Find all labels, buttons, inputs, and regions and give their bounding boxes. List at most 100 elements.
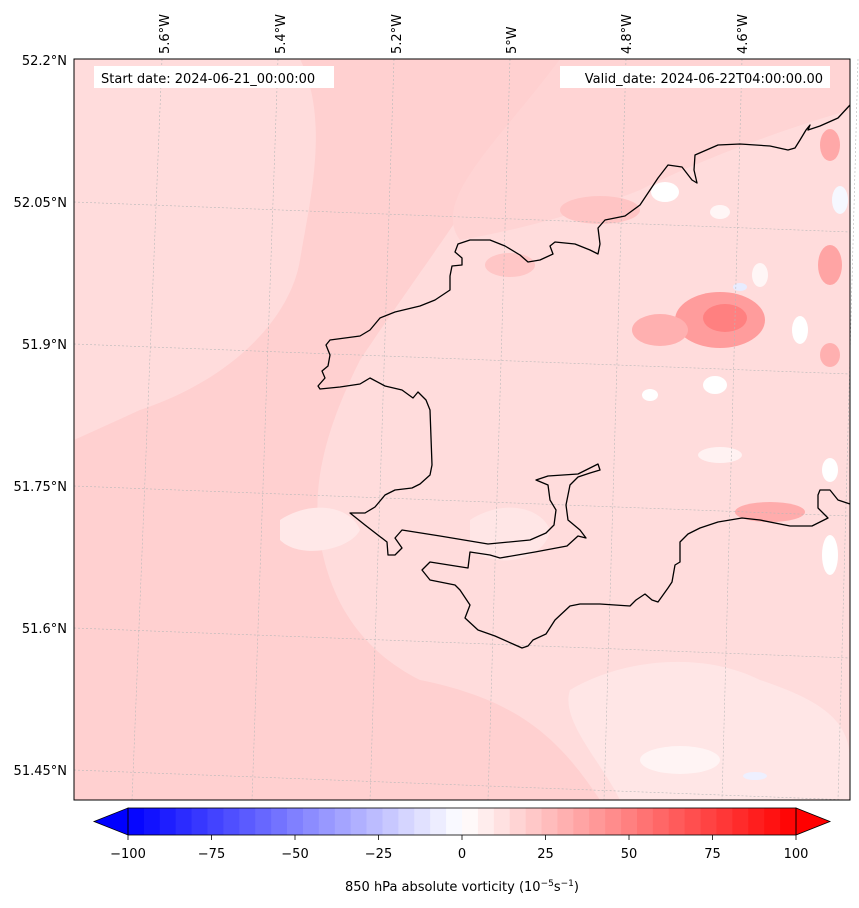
meridian-5-2w <box>369 58 395 801</box>
field-max-b <box>632 314 688 346</box>
valid-date-box <box>560 66 830 88</box>
meridian-4-4w <box>837 58 859 801</box>
meridian-4-8w <box>603 58 627 801</box>
longitude-labels: 5.6°W 5.4°W 5.2°W 5°W 4.8°W 4.6°W <box>158 14 751 54</box>
colorbar-cells <box>128 808 797 835</box>
colorbar-tick-label: −75 <box>198 847 225 862</box>
colorbar-tick-50: 50 <box>621 835 637 862</box>
colorbar-cell <box>191 808 208 835</box>
colorbar-cell <box>239 808 256 835</box>
field-zero-k <box>733 283 747 291</box>
field-zero-l <box>743 772 767 780</box>
field-max-g <box>560 196 640 224</box>
colorbar-cell <box>414 808 431 835</box>
lat-label-52-2n: 52.2°N <box>22 54 67 69</box>
colorbar-cell <box>350 808 367 835</box>
lon-label-4-8w: 4.8°W <box>620 14 635 54</box>
colorbar-tick-m25: −25 <box>365 835 392 862</box>
colorbar-cell <box>493 808 511 835</box>
colorbar-cell <box>748 808 765 835</box>
colorbar-tick-label: 25 <box>537 847 554 862</box>
coastlines <box>317 104 851 649</box>
colorbar-cell <box>700 808 717 835</box>
colorbar-cell <box>255 808 272 835</box>
colorbar-cell <box>318 808 336 835</box>
parallel-51-45n <box>73 769 851 801</box>
field-max-e <box>735 502 805 522</box>
lon-label-4-6w: 4.6°W <box>736 14 751 54</box>
colorbar-cell <box>382 808 399 835</box>
colorbar-cell <box>128 808 145 835</box>
field-max-c <box>818 245 842 285</box>
colorbar-cell <box>732 808 749 835</box>
colorbar-cell <box>430 808 447 835</box>
parallel-51-75n <box>73 485 851 517</box>
colorbar-cell <box>477 808 495 835</box>
colorbar-cell <box>143 808 161 835</box>
colorbar-cell <box>780 808 797 835</box>
colorbar-tick-100: 100 <box>784 835 809 862</box>
field-zero-i <box>642 389 658 401</box>
meridian-4-6w <box>721 58 743 801</box>
field-max-a-core <box>703 304 747 332</box>
colorbar-label-exp2: −1 <box>561 879 574 889</box>
colorbar-cell <box>636 808 654 835</box>
colorbar-tick-m100: −100 <box>110 835 146 862</box>
colorbar-cell <box>159 808 177 835</box>
colorbar-tick-label: 100 <box>784 847 809 862</box>
colorbar-cell <box>573 808 590 835</box>
field-pale-land <box>470 507 550 561</box>
field-zero-j <box>698 447 742 463</box>
colorbar-tick-label: 75 <box>704 847 721 862</box>
start-date-label: Start date: 2024-06-21_00:00:00 <box>101 72 315 87</box>
colorbar-tick-label: −25 <box>365 847 392 862</box>
parallel-52-05n <box>73 201 851 233</box>
parallel-51-6n <box>73 627 851 659</box>
colorbar-max-extension <box>795 807 832 836</box>
lon-label-5-6w: 5.6°W <box>158 14 173 54</box>
colorbar-cell <box>557 808 574 835</box>
field-zero-d <box>703 376 727 394</box>
lat-label-51-6n: 51.6°N <box>22 622 67 637</box>
colorbar-tick-75: 75 <box>704 835 721 862</box>
field-band-north <box>452 59 850 240</box>
lat-label-52-05n: 52.05°N <box>14 196 67 211</box>
colorbar-tick-label: −50 <box>281 847 308 862</box>
colorbar-cell <box>525 808 542 835</box>
colorbar-cell <box>605 808 622 835</box>
meridian-5w <box>487 58 511 801</box>
colorbar-cell <box>334 808 352 835</box>
colorbar-label: 850 hPa absolute vorticity (10−5s−1) <box>345 879 579 895</box>
colorbar-ticks: −100 −75 −50 −25 0 25 <box>110 835 808 862</box>
colorbar-cell <box>398 808 415 835</box>
colorbar-cell <box>366 808 383 835</box>
colorbar-tick-label: −100 <box>110 847 146 862</box>
colorbar-cell <box>589 808 606 835</box>
colorbar-tick-0: 0 <box>458 835 466 862</box>
colorbar-label-end: ) <box>574 880 579 895</box>
colorbar-label-mid: s <box>554 880 561 895</box>
colorbar-cell <box>207 808 224 835</box>
field-band-sea <box>74 59 600 800</box>
field-pale-south <box>568 661 850 800</box>
latitude-labels: 52.2°N 52.05°N 51.9°N 51.75°N 51.6°N 51.… <box>14 54 67 779</box>
field-zero-h <box>832 186 848 214</box>
colorbar-cell <box>716 808 733 835</box>
colorbar-cell <box>509 808 527 835</box>
colorbar: −100 −75 −50 −25 0 25 <box>92 807 832 895</box>
field-zero-m <box>640 746 720 774</box>
colorbar-tick-m75: −75 <box>198 835 225 862</box>
field-pale-sw <box>280 507 360 551</box>
field-zero-a <box>651 182 679 202</box>
colorbar-cell <box>175 808 193 835</box>
colorbar-cell <box>462 808 479 835</box>
start-date-box <box>94 66 334 88</box>
date-labels: Start date: 2024-06-21_00:00:00 Valid_da… <box>94 66 830 88</box>
coastline-pembrokeshire <box>317 104 851 649</box>
colorbar-cell <box>287 808 304 835</box>
colorbar-cell <box>764 808 781 835</box>
colorbar-tick-m50: −50 <box>281 835 309 862</box>
colorbar-cell <box>668 808 686 835</box>
field-zero-c <box>792 316 808 344</box>
colorbar-tick-label: 0 <box>458 847 466 862</box>
